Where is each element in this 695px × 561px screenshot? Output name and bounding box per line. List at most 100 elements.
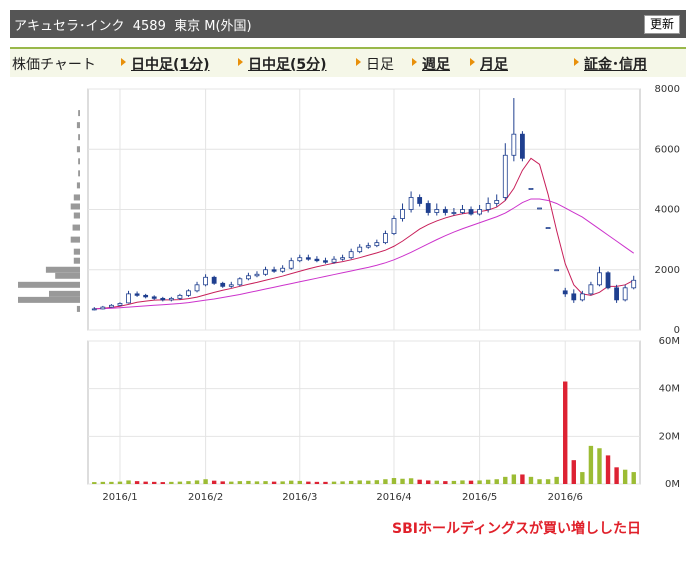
volume-bar [434, 480, 439, 484]
candle-body [288, 260, 294, 269]
candle-body [134, 293, 140, 296]
candle-body [237, 278, 243, 286]
volume-bar [520, 474, 525, 484]
candle-body [126, 293, 131, 304]
candle-body [254, 273, 260, 277]
candle-body [348, 251, 354, 259]
candle-body [425, 203, 431, 213]
volume-bar [426, 480, 431, 484]
candle-body [622, 287, 628, 301]
candle-body [323, 260, 328, 263]
y-tick-label: 40M [659, 384, 680, 395]
candle-body [271, 269, 277, 272]
volume-bar [408, 478, 414, 484]
volume-bar [203, 479, 208, 484]
volume-bar [357, 480, 362, 484]
volume-bar [211, 480, 217, 484]
y-tick-label: 2000 [655, 265, 680, 276]
candle-body [391, 218, 397, 235]
candle-body [220, 282, 226, 287]
volume-profile-bar [78, 134, 80, 141]
volume-profile-bar [78, 110, 80, 117]
candle-body [177, 294, 183, 299]
volume-bar [528, 476, 534, 484]
candle-body [417, 197, 423, 204]
candle-body [160, 297, 166, 301]
candle-body [263, 269, 268, 275]
y-tick-label: 60M [659, 336, 680, 347]
volume-bar [194, 480, 200, 484]
candle-body [194, 284, 200, 292]
candle-body [631, 279, 637, 289]
candle-body [151, 296, 157, 299]
y-tick-label: 20M [659, 431, 680, 442]
volume-bar [451, 480, 457, 484]
volume-bar [597, 448, 602, 484]
volume-bar [237, 481, 243, 484]
volume-bar [485, 479, 491, 484]
volume-bar [391, 478, 397, 484]
candle-body [579, 293, 585, 301]
volume-profile-bar [76, 182, 80, 189]
x-tick-label: 2016/6 [548, 492, 583, 503]
tab[interactable]: 証金･信用 [574, 54, 647, 74]
volume-profile-bar [45, 266, 80, 273]
candle-body [314, 258, 320, 262]
candle-body [246, 275, 251, 280]
candle-body [554, 269, 560, 272]
candle-body [520, 133, 525, 159]
candle-body [100, 306, 106, 310]
tab[interactable]: 日中足(1分) [121, 54, 210, 74]
header-bar: アキュセラ･インク 4589 東京 M(外国) 更新 [10, 10, 686, 38]
annotation: SBIホールディングスが買い増しした日 [392, 521, 641, 537]
candle-body [545, 227, 551, 229]
volume-bar [503, 476, 508, 484]
candle-body [434, 209, 440, 213]
candle-body [605, 272, 611, 289]
volume-bar [297, 480, 302, 484]
volume-bar [186, 481, 191, 484]
candle-body [485, 203, 491, 210]
volume-bar [443, 481, 448, 484]
candle-body [109, 304, 114, 308]
tab[interactable]: 日足 [356, 54, 394, 74]
volume-profile-bar [73, 194, 80, 201]
volume-bar [588, 445, 594, 484]
candle-body [597, 272, 602, 286]
volume-profile-bar [78, 158, 80, 165]
volume-bar [545, 479, 551, 484]
volume-bar [117, 481, 123, 484]
candle-body [305, 257, 311, 260]
volume-bar [109, 481, 114, 484]
volume-bar [169, 481, 174, 484]
candle-body [280, 267, 286, 272]
volume-bar [280, 481, 285, 484]
volume-bar [152, 481, 157, 484]
candle-body [357, 246, 363, 253]
volume-bar [460, 480, 465, 484]
volume-profile-bar [49, 290, 80, 297]
candle-body [400, 209, 405, 219]
volume-bar [220, 481, 225, 484]
header-title: アキュセラ･インク 4589 東京 M(外国) [14, 19, 252, 34]
volume-bar [263, 481, 268, 484]
volume-bar [134, 481, 140, 484]
candle-body [91, 308, 97, 311]
volume-profile-bar [18, 296, 80, 303]
candle-body [528, 188, 534, 190]
volume-bar [537, 479, 542, 484]
volume-bar [143, 481, 148, 484]
volume-profile-bar [18, 281, 80, 288]
volume-bar [366, 480, 371, 484]
volume-profile-bar [78, 170, 80, 177]
volume-profile-bar [72, 224, 80, 231]
volume-bar [160, 482, 165, 484]
candle-body [537, 207, 542, 210]
y-tick-label: 8000 [655, 84, 680, 95]
tab[interactable]: 月足 [470, 54, 508, 74]
refresh-button[interactable]: 更新 [643, 15, 680, 34]
tab[interactable]: 週足 [412, 54, 450, 74]
tab[interactable]: 日中足(5分) [238, 54, 327, 74]
candle-body [511, 133, 517, 156]
